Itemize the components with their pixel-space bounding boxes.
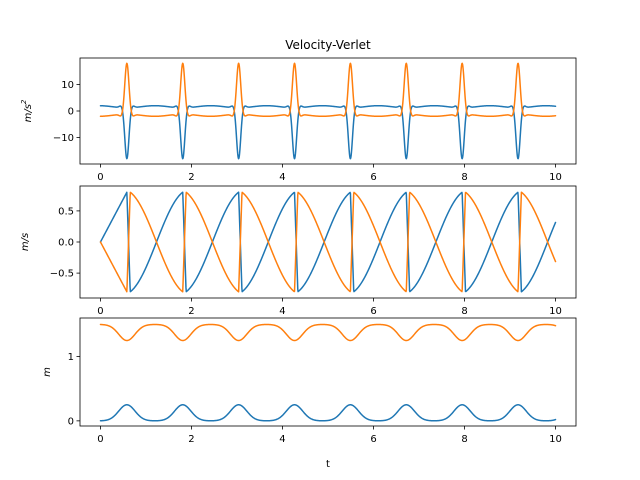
position-plot-area [99, 323, 557, 422]
position-y-axis-label: m [42, 367, 53, 377]
velocity-x-tick-label: 2 [188, 306, 194, 317]
velocity-y-tick-label: 0.5 [58, 206, 74, 217]
velocity-series-line-2 [99, 191, 557, 293]
velocity-y-axis-label: m/s [20, 233, 31, 251]
velocity-x-tick-label: 8 [461, 306, 467, 317]
position-x-tick-label: 4 [279, 434, 285, 445]
velocity-x-tick-label: 10 [549, 306, 562, 317]
position-series-line-2 [99, 323, 557, 342]
acceleration-x-tick-label: 8 [461, 172, 467, 183]
position-y-tick-label: 0 [68, 416, 74, 427]
position-panel: 0 2 4 6 8 10 01 m t [42, 317, 577, 470]
acceleration-y-tick-label: 10 [61, 80, 74, 91]
velocity-y-tick-label: −0.5 [50, 269, 74, 280]
acceleration-y-axis-label-base: m/s [23, 104, 34, 122]
acceleration-x-tick-label: 10 [549, 172, 562, 183]
position-x-ticks: 0 2 4 6 8 10 [97, 426, 562, 445]
position-x-tick-label: 10 [549, 434, 562, 445]
acceleration-plot-area [99, 62, 557, 160]
velocity-y-tick-label: 0.0 [58, 238, 74, 249]
position-axes-frame [79, 317, 577, 427]
chart-title: Velocity-Verlet [285, 38, 371, 52]
acceleration-series-line-2 [99, 62, 557, 118]
velocity-plot-area [99, 191, 557, 293]
acceleration-axes-frame [79, 57, 577, 165]
acceleration-x-tick-label: 2 [188, 172, 194, 183]
acceleration-series-line-1 [99, 104, 557, 160]
velocity-x-ticks: 0 2 4 6 8 10 [97, 298, 562, 317]
velocity-x-tick-label: 6 [370, 306, 376, 317]
acceleration-x-ticks: 0 2 4 6 8 10 [97, 164, 562, 183]
velocity-x-tick-label: 4 [279, 306, 285, 317]
position-y-ticks: 01 [68, 352, 80, 427]
acceleration-y-axis-label-exponent: 2 [20, 99, 28, 104]
acceleration-x-tick-label: 6 [370, 172, 376, 183]
acceleration-y-ticks: −10 0 10 [53, 80, 80, 144]
position-x-tick-label: 2 [188, 434, 194, 445]
acceleration-y-tick-label: −10 [53, 133, 74, 144]
position-x-axis-label: t [326, 459, 330, 470]
position-series-line-1 [99, 404, 557, 422]
velocity-y-ticks: −0.5 0.0 0.5 [50, 206, 80, 280]
position-x-tick-label: 8 [461, 434, 467, 445]
velocity-x-tick-label: 0 [97, 306, 103, 317]
acceleration-x-tick-label: 0 [97, 172, 103, 183]
position-x-tick-label: 0 [97, 434, 103, 445]
position-y-tick-label: 1 [68, 352, 74, 363]
velocity-series-line-1 [99, 191, 557, 293]
acceleration-x-tick-label: 4 [279, 172, 285, 183]
acceleration-y-axis-label: m/s2 [20, 99, 34, 122]
velocity-axes-frame [79, 185, 577, 299]
position-x-tick-label: 6 [370, 434, 376, 445]
acceleration-y-tick-label: 0 [68, 107, 74, 118]
velocity-panel: 0 2 4 6 8 10 −0.5 0.0 0.5 m/s [20, 185, 577, 317]
